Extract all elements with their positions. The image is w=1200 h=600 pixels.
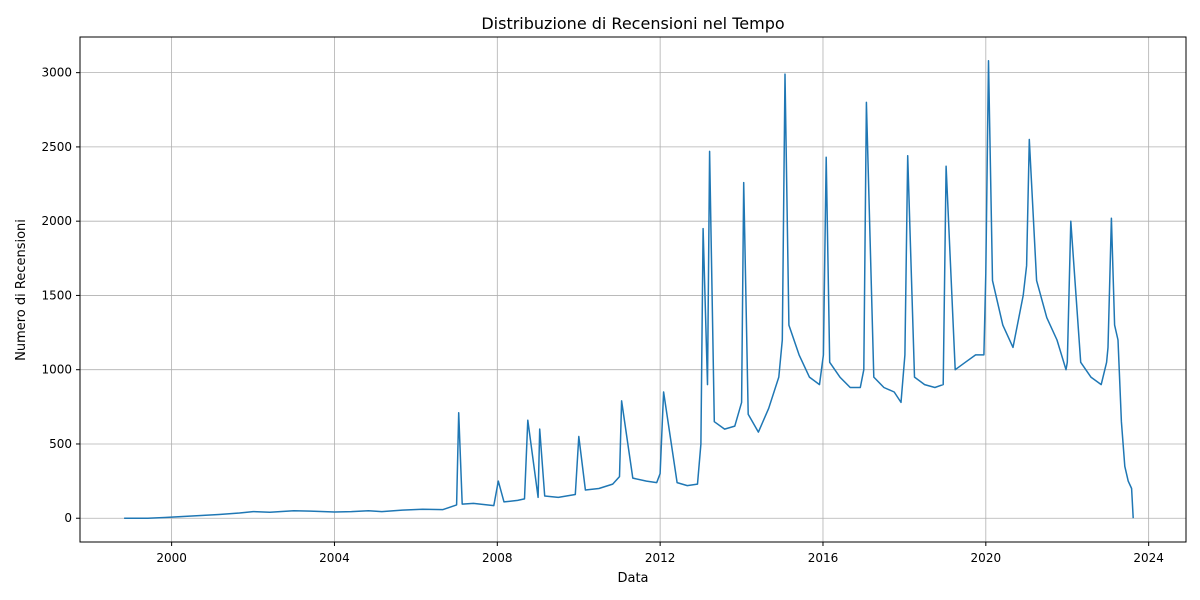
y-tick-label: 1000 <box>41 363 72 377</box>
y-axis: 0 500 1000 1500 2000 2500 3000 <box>41 66 80 525</box>
y-tick-label: 3000 <box>41 66 72 80</box>
y-tick-label: 2000 <box>41 214 72 228</box>
plot-frame <box>79 36 1187 543</box>
x-tick-label: 2000 <box>156 551 187 565</box>
y-tick-label: 0 <box>64 511 72 525</box>
y-tick-label: 500 <box>49 437 72 451</box>
x-axis-label: Data <box>617 571 648 586</box>
chart-title: Distribuzione di Recensioni nel Tempo <box>481 14 784 33</box>
x-axis: 2000 2004 2008 2012 2016 2020 2024 <box>156 542 1164 565</box>
series-line <box>124 60 1134 519</box>
x-tick-label: 2024 <box>1133 551 1164 565</box>
y-axis-label: Numero di Recensioni <box>14 219 29 361</box>
series-layer <box>124 60 1134 519</box>
x-tick-label: 2016 <box>808 551 839 565</box>
y-tick-label: 2500 <box>41 140 72 154</box>
x-tick-label: 2004 <box>319 551 350 565</box>
x-tick-label: 2012 <box>645 551 676 565</box>
y-tick-label: 1500 <box>41 288 72 302</box>
x-tick-label: 2008 <box>482 551 513 565</box>
x-tick-label: 2020 <box>971 551 1002 565</box>
